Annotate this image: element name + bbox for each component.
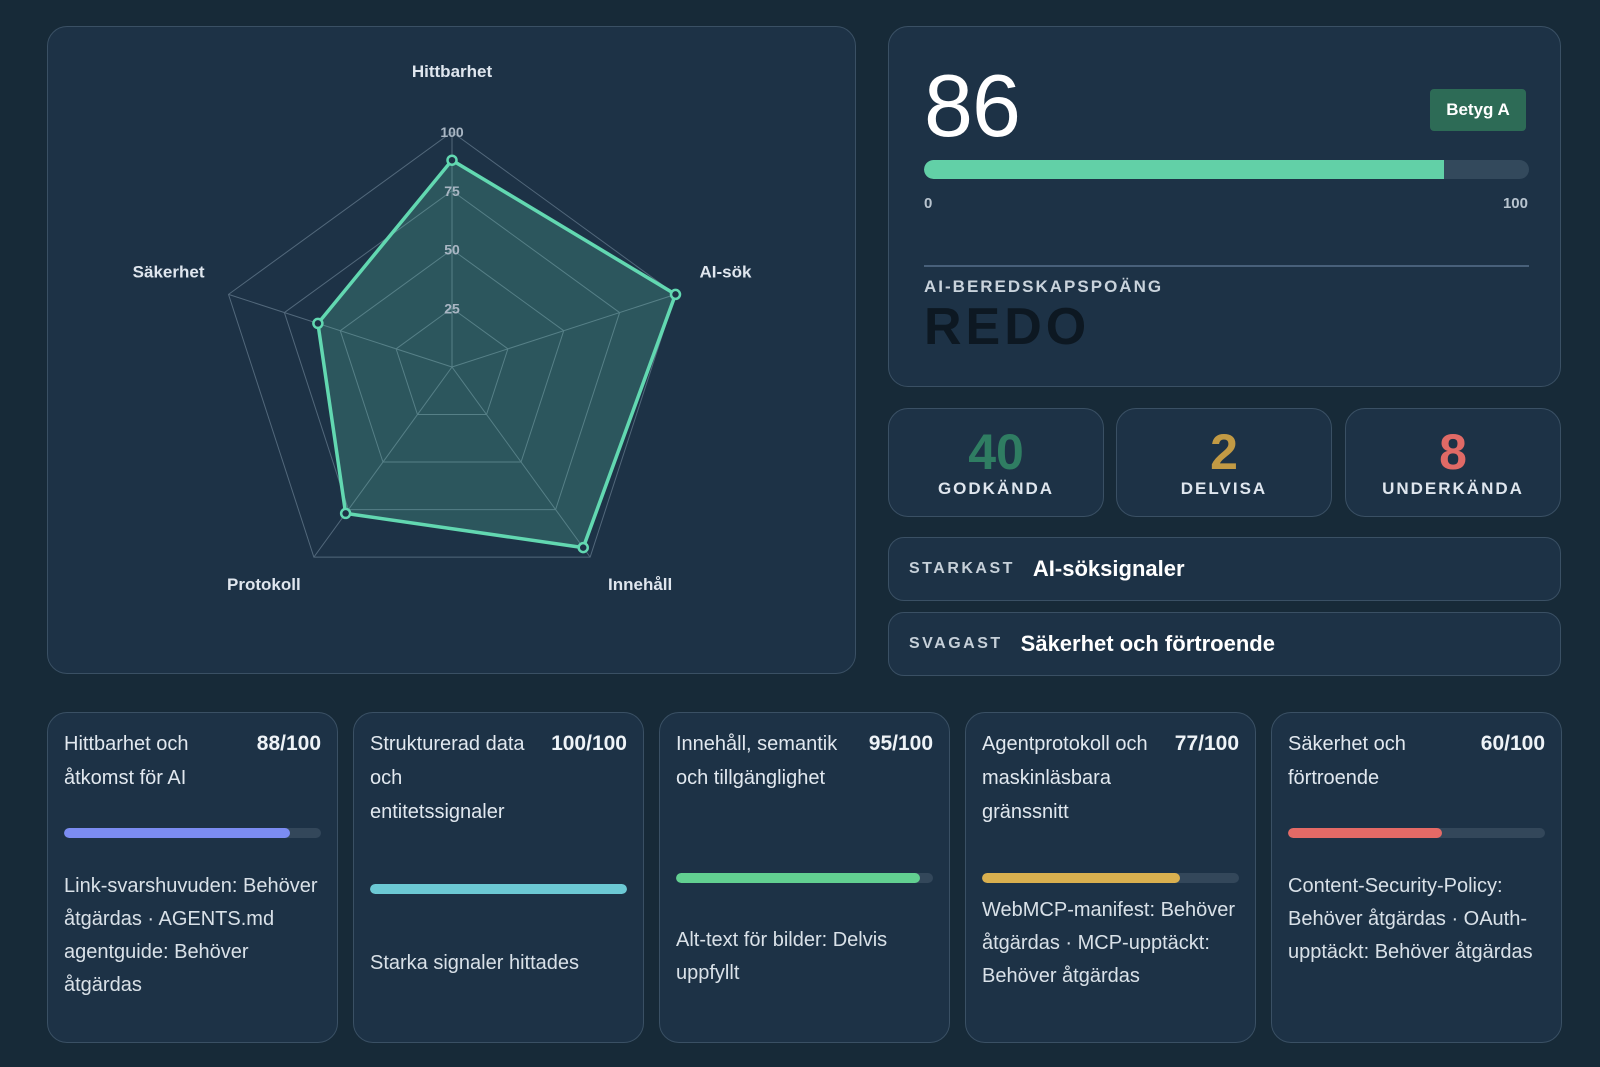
failed-count-card: 8 UNDERKÄNDA bbox=[1345, 408, 1561, 517]
category-progress-fill bbox=[1288, 828, 1443, 838]
category-progress-bar bbox=[982, 873, 1239, 883]
radar-axis-label: Säkerhet bbox=[133, 262, 205, 281]
radar-grid-ring bbox=[339, 248, 565, 463]
partial-count: 2 bbox=[1210, 424, 1238, 480]
radar-axis-label: AI-sök bbox=[699, 262, 752, 281]
weakest-label: SVAGAST bbox=[909, 635, 1003, 652]
radar-grid-ring bbox=[395, 307, 509, 416]
radar-point-protokoll bbox=[339, 507, 352, 520]
category-progress-fill bbox=[676, 873, 921, 883]
strongest-row: STARKAST AI-söksignaler bbox=[888, 537, 1561, 601]
category-detail: Alt-text för bilder: Delvis uppfyllt bbox=[676, 929, 888, 984]
radar-chart: 25 50 75 100 Hittbarhet AI-sök Innehåll Protoko… bbox=[133, 62, 752, 594]
strongest-label: STARKAST bbox=[909, 560, 1015, 577]
category-detail: Starka signaler hittades bbox=[370, 952, 580, 974]
score-value: 86 bbox=[924, 56, 1021, 155]
category-progress-bar bbox=[64, 828, 321, 838]
radar-tick-label: 50 bbox=[444, 242, 460, 258]
category-score: 60/100 bbox=[1480, 732, 1545, 755]
radar-chart-panel: 25 50 75 100 Hittbarhet AI-sök Innehåll Protoko… bbox=[47, 26, 856, 674]
category-card-content: Innehåll, semantik och tillgänglighet 95… bbox=[659, 712, 950, 1043]
score-progress-bar bbox=[924, 160, 1529, 179]
category-card-findability: Hittbarhet och åtkomst för AI 88/100 Lin… bbox=[47, 712, 338, 1043]
failed-count: 8 bbox=[1439, 424, 1467, 480]
category-title: Innehåll, semantik och tillgänglighet bbox=[676, 733, 838, 789]
radar-point-innehåll bbox=[577, 541, 589, 554]
radar-tick-label: 100 bbox=[440, 124, 464, 140]
category-score: 100/100 bbox=[551, 732, 627, 755]
weakest-row: SVAGAST Säkerhet och förtroende bbox=[888, 612, 1561, 676]
category-detail: Content-Security-Policy: Behöver åtgärda… bbox=[1288, 875, 1533, 963]
radar-grid-ring bbox=[283, 190, 621, 511]
radar-spoke bbox=[451, 366, 591, 558]
radar-spoke bbox=[451, 293, 676, 368]
score-min-label: 0 bbox=[924, 195, 933, 212]
radar-spoke bbox=[228, 293, 453, 368]
category-progress-fill bbox=[64, 828, 291, 838]
partial-label: DELVISA bbox=[1180, 479, 1268, 498]
category-score: 77/100 bbox=[1174, 732, 1239, 755]
category-detail: Link-svarshuvuden: Behöver åtgärdas · AG… bbox=[64, 875, 318, 996]
radar-axis-label: Protokoll bbox=[227, 575, 301, 594]
radar-axis-label: Innehåll bbox=[608, 575, 672, 594]
divider bbox=[924, 265, 1529, 267]
category-score: 95/100 bbox=[868, 732, 933, 755]
weakest-value: Säkerhet och förtroende bbox=[1020, 631, 1275, 656]
partial-count-card: 2 DELVISA bbox=[1116, 408, 1332, 517]
readiness-status: REDO bbox=[924, 298, 1091, 356]
category-title: Agentprotokoll och maskinläsbara gränssn… bbox=[982, 733, 1148, 823]
category-progress-bar bbox=[370, 884, 627, 894]
strongest-value: AI-söksignaler bbox=[1032, 556, 1185, 581]
radar-grid-ring bbox=[227, 131, 677, 558]
category-card-security: Säkerhet och förtroende 60/100 Content-S… bbox=[1271, 712, 1562, 1043]
radar-axis-label: Hittbarhet bbox=[412, 62, 493, 81]
category-title: Strukturerad data och entitetssignaler bbox=[370, 733, 525, 823]
radar-series-area bbox=[316, 158, 678, 550]
radar-point-hittbarhet bbox=[446, 154, 458, 166]
radar-point-säkerhet bbox=[312, 317, 324, 330]
radar-tick-label: 75 bbox=[444, 183, 460, 199]
passed-label: GODKÄNDA bbox=[937, 479, 1055, 498]
category-card-structured-data: Strukturerad data och entitetssignaler 1… bbox=[353, 712, 644, 1043]
category-progress-fill bbox=[370, 884, 627, 894]
failed-label: UNDERKÄNDA bbox=[1382, 479, 1524, 498]
category-progress-bar bbox=[1288, 828, 1545, 838]
radar-point-ai-sök bbox=[669, 288, 682, 301]
category-card-agent-protocols: Agentprotokoll och maskinläsbara gränssn… bbox=[965, 712, 1256, 1043]
score-progress-fill bbox=[924, 160, 1445, 179]
passed-count-card: 40 GODKÄNDA bbox=[888, 408, 1104, 517]
score-caption: AI-BEREDSKAPSPOÄNG bbox=[924, 277, 1164, 296]
category-score: 88/100 bbox=[256, 732, 321, 755]
radar-tick-label: 25 bbox=[444, 300, 460, 316]
grade-badge: Betyg A bbox=[1430, 89, 1526, 131]
category-title: Hittbarhet och åtkomst för AI bbox=[64, 733, 189, 789]
category-progress-bar bbox=[676, 873, 933, 883]
radar-spoke bbox=[313, 366, 453, 558]
category-detail: WebMCP-manifest: Behöver åtgärdas · MCP-… bbox=[982, 899, 1236, 987]
score-panel: 86 Betyg A 0 100 AI-BEREDSKAPSPOÄNG REDO bbox=[888, 26, 1561, 387]
category-progress-fill bbox=[982, 873, 1180, 883]
category-title: Säkerhet och förtroende bbox=[1288, 733, 1406, 789]
score-max-label: 100 bbox=[1502, 195, 1528, 212]
passed-count: 40 bbox=[968, 424, 1024, 480]
